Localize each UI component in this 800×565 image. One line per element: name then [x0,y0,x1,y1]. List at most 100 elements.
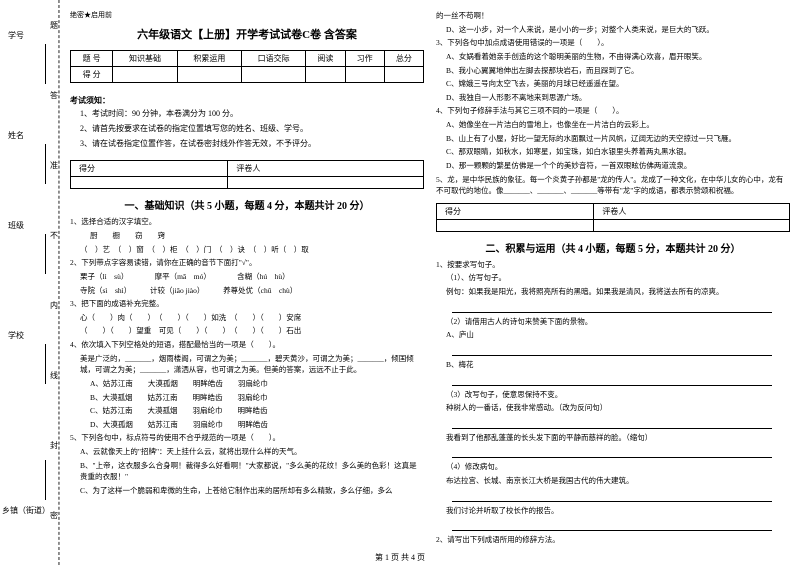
td[interactable] [384,67,423,83]
right-column: 的一丝不苟啊！ D、这一小步，对一个人来说，是小小的一步；对整个人类来说，是巨大… [436,10,790,550]
q3a: 心（ ）肉（ ） （ ）（ ）如洗 （ ）（ ）安席 [80,312,424,324]
answer-line[interactable] [452,448,772,458]
score-table: 题 号 知识基础 积累运用 口语交际 阅读 习作 总分 得 分 [70,50,424,83]
td[interactable] [113,67,177,83]
q4: 4、依次填入下列空格处的短语，搭配最恰当的一项是（ ）。 [70,339,424,351]
td[interactable] [437,219,594,231]
th: 得分 [437,203,594,219]
r6b: B、我小心翼翼地伸出左脚去探那块岩石，而且踩到了它。 [446,65,790,77]
page-content: 绝密★启用前 六年级语文【上册】开学考试试卷C卷 含答案 题 号 知识基础 积累… [70,10,790,550]
p1a-text: 例句：如果我是阳光，我将照亮所有的黑暗。如果我是清风，我将送去所有的凉爽。 [446,286,790,298]
th: 得分 [71,161,228,177]
r7: 4、下列句子修辞手法与其它三项不同的一项是（ ）。 [436,105,790,117]
q5c: C、为了这样一个脆弱和卑微的生命，上苍给它制作出来的居所却有多么精致，多么仔细，… [80,485,424,497]
q4c: C、姑苏江南 大漠孤烟 羽扇纶巾 明眸皓齿 [90,405,424,417]
page-footer: 第 1 页 共 4 页 [0,552,800,563]
q1-line: （ ）艺 （ ）窗 （ ）柜 （ ）门 （ ）诀 （ ）听（ ）取 [80,244,424,256]
th: 习作 [345,51,384,67]
r7c: C、那双眼睛，如秋水，如寒星，如宝珠，如白水银里头养着两丸黑水银。 [446,146,790,158]
q5a: A、云就像天上的"招牌"：天上挂什么云，就将出现什么样的天气。 [80,446,424,458]
r-top: 的一丝不苟啊！ [436,10,790,22]
q4b: B、大漠孤烟 姑苏江南 明眸皓齿 羽扇纶巾 [90,392,424,404]
th: 评卷人 [228,161,424,177]
section2-title: 二、积累与运用（共 4 小题，每题 5 分，本题共计 20 分） [436,240,790,255]
grade-mini-table: 得分 评卷人 [70,160,424,189]
p1d-text: 我看到了他那乱蓬蓬的长头发下面的平静而慈祥的脸。（缩句） [446,432,790,444]
q3: 3、把下面的成语补充完整。 [70,298,424,310]
notice-item: 3、请在试卷指定位置作答，在试卷密封线外作答无效，不予评分。 [80,138,424,151]
p1e: （4）修改病句。 [446,461,790,473]
q2a: 栗子（lì sù） 摩平（mā mó） 含糊（hú hù） [80,271,424,283]
q4-text: 美是广泛的，_______，烟雨楼阁，可谓之为美；_______，碧天黄沙，可谓… [80,353,424,376]
line [45,44,46,84]
r6c: C、嫦娥三号向太空飞去，美丽的月球已经遥遥在望。 [446,78,790,90]
r7a: A、她像坐在一片洁白的雪地上，也像坐在一片洁白的云彩上。 [446,119,790,131]
p1e-text: 布达拉宫、长城、南京长江大桥是我国古代的伟大建筑。 [446,475,790,487]
td[interactable] [228,177,424,189]
r7b: B、山上有了小屋，好比一望无际的水面飘过一片风帆，辽阔无边的天空掠过一只飞雁。 [446,133,790,145]
seal-char: 封 [50,440,58,451]
td[interactable] [345,67,384,83]
label-xuehao: 学号 [8,30,24,41]
th: 评卷人 [594,203,790,219]
q4d: D、大漠孤烟 姑苏江南 羽扇纶巾 明眸皓齿 [90,419,424,431]
notice-item: 2、请首先按要求在试卷的指定位置填写您的姓名、班级、学号。 [80,123,424,136]
line [45,144,46,184]
seal-char: 不 [50,230,58,241]
th: 知识基础 [113,51,177,67]
answer-line[interactable] [452,346,772,356]
label-school: 学校 [8,330,24,341]
q1: 1、选择合适的汉字填空。 [70,216,424,228]
seal-char: 答 [50,90,58,101]
secret-mark: 绝密★启用前 [70,10,424,20]
r8: 5、龙，是中华民族的象征。每一个炎黄子孙都是"龙的传人"。龙成了一种文化，在中华… [436,174,790,197]
seal-char: 密 [50,510,58,521]
q2b: 寺院（sì shì） 计较（jiǎo jiào） 养尊处优（chǔ chù） [80,285,424,297]
answer-line[interactable] [452,419,772,429]
td[interactable] [306,67,345,83]
line [45,344,46,384]
answer-line[interactable] [452,376,772,386]
notice-item: 1、考试时间：90 分钟，本卷满分为 100 分。 [80,108,424,121]
r6: 3、下列各句中加点成语使用错误的一项是（ ）。 [436,37,790,49]
dash-line [58,0,59,565]
label-class: 班级 [8,220,24,231]
p1b1: A、庐山 [446,329,790,341]
line [45,234,46,274]
th: 口语交际 [241,51,305,67]
p1a: （1）、仿写句子。 [446,272,790,284]
p2: 2、请写出下列成语所用的修辞方法。 [436,534,790,546]
label-town: 乡镇（街道） [2,505,50,516]
table-row: 题 号 知识基础 积累运用 口语交际 阅读 习作 总分 [71,51,424,67]
answer-line[interactable] [452,492,772,502]
p1b: （2）请借用古人的诗句来赞美下面的景物。 [446,316,790,328]
q2: 2、下列带点字容易读错，请你在正确的音节下面打"√"。 [70,257,424,269]
td[interactable] [594,219,790,231]
p1c-text: 种树人的一番话，使我非常感动。（改为反问句） [446,402,790,414]
answer-line[interactable] [452,303,772,313]
th: 阅读 [306,51,345,67]
q1-chars: 厨 橱 窃 窍 [90,230,424,242]
notices: 1、考试时间：90 分钟，本卷满分为 100 分。 2、请首先按要求在试卷的指定… [70,108,424,152]
table-row: 得 分 [71,67,424,83]
p1c: （3）改写句子，使意思保持不变。 [446,389,790,401]
binding-margin: 学号 题 答 姓名 准 班级 不 内 学校 线 封 乡镇（街道） 密 [0,0,60,565]
td[interactable] [71,177,228,189]
q5b: B、"上帝，这衣服多么合身啊！裁得多么好看啊！"大家都说，"多么美的花纹！多么美… [80,460,424,483]
td[interactable] [177,67,241,83]
q4a: A、姑苏江南 大漠孤烟 明眸皓齿 羽扇纶巾 [90,378,424,390]
left-column: 绝密★启用前 六年级语文【上册】开学考试试卷C卷 含答案 题 号 知识基础 积累… [70,10,424,550]
seal-char: 线 [50,370,58,381]
r6d: D、我独自一人形影不离地来到思源广场。 [446,92,790,104]
td[interactable] [241,67,305,83]
th: 总分 [384,51,423,67]
answer-line[interactable] [452,521,772,531]
q5: 5、下列各句中，标点符号的使用不合乎规范的一项是（ ）。 [70,432,424,444]
q3b: （ ）（ ）望重 可见（ ）（ ） （ ）（ ）石出 [80,325,424,337]
r7d: D、那一颗颗的繁星仿佛是一个个的美妙音符，一首双眼眩仿佛两道流泉。 [446,160,790,172]
seal-char: 内 [50,300,58,311]
section1-title: 一、基础知识（共 5 小题，每题 4 分，本题共计 20 分） [70,197,424,212]
r5d: D、这一小步，对一个人来说，是小小的一步；对整个人类来说，是巨大的飞跃。 [446,24,790,36]
notice-title: 考试须知： [70,95,424,106]
exam-title: 六年级语文【上册】开学考试试卷C卷 含答案 [70,26,424,42]
